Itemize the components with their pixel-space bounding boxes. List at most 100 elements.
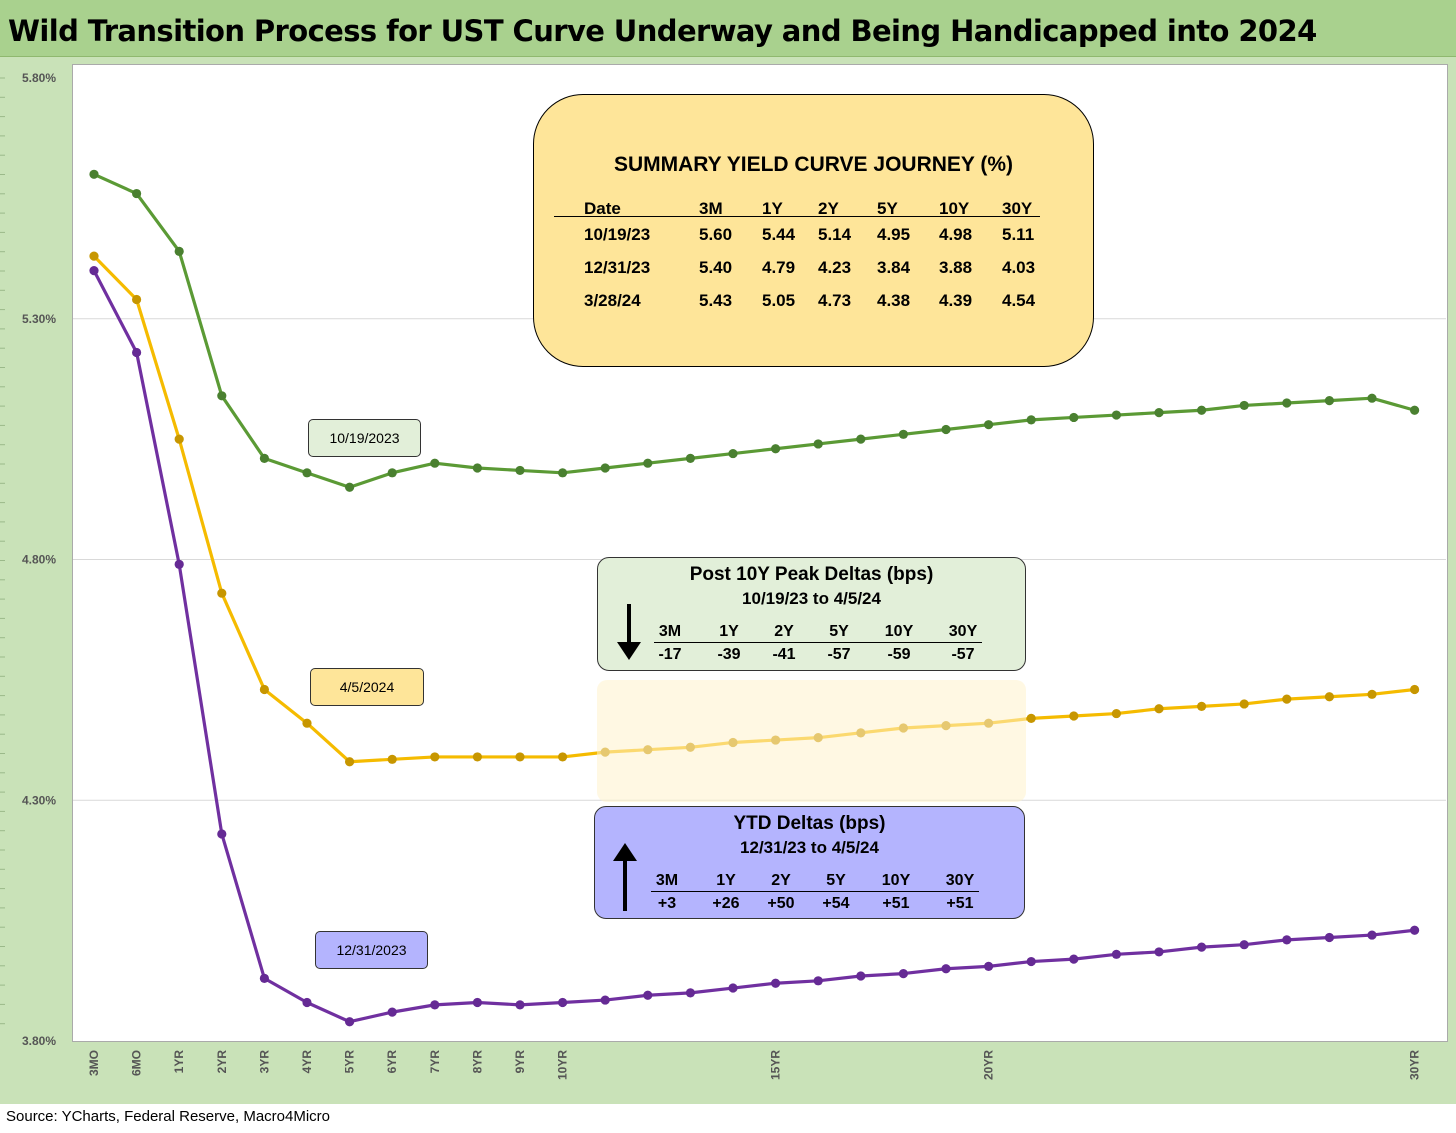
data-point (217, 588, 227, 598)
x-tick-label: 3MO (87, 1050, 101, 1076)
summary-cell: 5.44 (762, 225, 796, 244)
data-point (1197, 405, 1207, 415)
data-point (345, 482, 355, 492)
source-note: Source: YCharts, Federal Reserve, Macro4… (6, 1108, 331, 1125)
data-point (515, 1000, 525, 1010)
data-point (685, 988, 696, 998)
data-point (259, 684, 269, 695)
summary-cell: 12/31/23 (584, 258, 651, 277)
peak-deltas-header-cell: 10Y (884, 623, 914, 640)
x-tick-label: 20YR (982, 1050, 996, 1080)
data-point (132, 347, 142, 358)
data-point (685, 453, 696, 463)
series-label-12-31-2023: 12/31/2023 (315, 931, 428, 969)
data-point (643, 458, 653, 468)
data-point (728, 983, 738, 993)
y-tick-label: 4.30% (22, 793, 56, 807)
ytd-deltas-rule (651, 891, 979, 892)
ytd-deltas-value-cell: +26 (712, 895, 740, 912)
summary-cell: 3/28/24 (584, 291, 641, 310)
data-point (558, 752, 568, 762)
peak-deltas-subtitle: 10/19/23 to 4/5/24 (742, 589, 881, 608)
data-point (515, 752, 525, 762)
summary-cell: 3.84 (877, 258, 911, 277)
ytd-deltas-subtitle: 12/31/23 to 4/5/24 (740, 838, 879, 857)
data-point (856, 434, 866, 444)
data-point (1239, 940, 1249, 950)
data-point (898, 429, 909, 439)
data-point (1410, 684, 1420, 695)
data-point (1026, 415, 1036, 425)
data-point (1282, 935, 1292, 945)
data-point (387, 754, 397, 764)
summary-header-cell: Date (584, 199, 621, 218)
data-point (259, 453, 269, 463)
series-line (93, 172, 1416, 489)
data-point (984, 420, 994, 430)
data-point (89, 251, 99, 261)
data-point (1154, 408, 1164, 418)
series-label-4-5-2024: 4/5/2024 (310, 668, 424, 706)
x-tick-label: 1YR (172, 1050, 186, 1074)
title-bar: Wild Transition Process for UST Curve Un… (0, 0, 1456, 57)
x-tick-label: 5YR (343, 1050, 357, 1074)
summary-cell: 4.23 (818, 258, 852, 277)
data-point (174, 246, 184, 256)
x-tick-label: 10YR (556, 1050, 570, 1080)
summary-header-cell: 5Y (877, 199, 898, 218)
peak-deltas-header-cell: 30Y (948, 623, 978, 640)
data-point (1197, 942, 1207, 952)
ytd-deltas-value-cell: +51 (882, 895, 910, 912)
y-tick-label: 5.80% (22, 71, 56, 85)
data-point (941, 964, 951, 974)
ytd-deltas-value-cell: +50 (767, 895, 795, 912)
peak-deltas-rule (654, 642, 982, 643)
data-point (345, 757, 355, 767)
peak-deltas-box: Post 10Y Peak Deltas (bps) 10/19/23 to 4… (597, 557, 1026, 671)
peak-deltas-value-cell: -57 (827, 646, 851, 663)
data-point (771, 978, 781, 988)
x-tick-label: 7YR (428, 1050, 442, 1074)
ytd-deltas-header-cell: 10Y (881, 872, 911, 889)
ytd-deltas-box: YTD Deltas (bps) 12/31/23 to 4/5/24 3M 1Y… (594, 806, 1025, 919)
data-point (1239, 400, 1249, 411)
data-point (1324, 396, 1334, 406)
x-tick-label: 6YR (385, 1050, 399, 1074)
data-point (302, 468, 312, 478)
data-point (472, 752, 482, 762)
ytd-deltas-header-cell: 30Y (945, 872, 975, 889)
summary-header-cell: 1Y (762, 199, 783, 218)
data-point (813, 976, 823, 986)
summary-cell: 4.73 (818, 291, 852, 310)
data-point (1069, 711, 1079, 721)
data-point (259, 973, 269, 984)
summary-cell: 4.79 (762, 258, 796, 277)
summary-cell: 5.11 (1002, 225, 1035, 244)
data-point (813, 439, 823, 449)
x-tick-label: 4YR (300, 1050, 314, 1074)
summary-cell: 5.05 (762, 291, 796, 310)
x-tick-label: 2YR (215, 1050, 229, 1074)
data-point (430, 1000, 440, 1010)
peak-deltas-value-cell: -17 (658, 646, 682, 663)
data-point (1410, 405, 1420, 415)
data-point (600, 463, 610, 473)
series-line (92, 269, 1415, 1024)
y-axis-ticks: 5.80% 5.30% 4.80% 4.30% 3.80% (22, 71, 56, 1048)
data-point (302, 997, 312, 1008)
summary-cell: 4.95 (877, 225, 911, 244)
summary-cell: 5.40 (699, 258, 733, 277)
peak-deltas-header-cell: 1Y (719, 623, 739, 640)
peak-deltas-value-cell: -57 (951, 646, 975, 663)
up-arrow-icon (613, 843, 637, 911)
summary-cell: 5.14 (818, 225, 852, 244)
summary-cell: 4.03 (1002, 258, 1036, 277)
ytd-deltas-value-cell: +3 (657, 895, 677, 912)
summary-cell: 3.88 (939, 258, 973, 277)
data-point (1069, 412, 1079, 423)
summary-header-cell: 10Y (939, 199, 970, 218)
data-point (430, 458, 440, 468)
data-point (387, 468, 397, 478)
summary-header-cell: 30Y (1002, 199, 1033, 218)
data-point (89, 266, 99, 276)
